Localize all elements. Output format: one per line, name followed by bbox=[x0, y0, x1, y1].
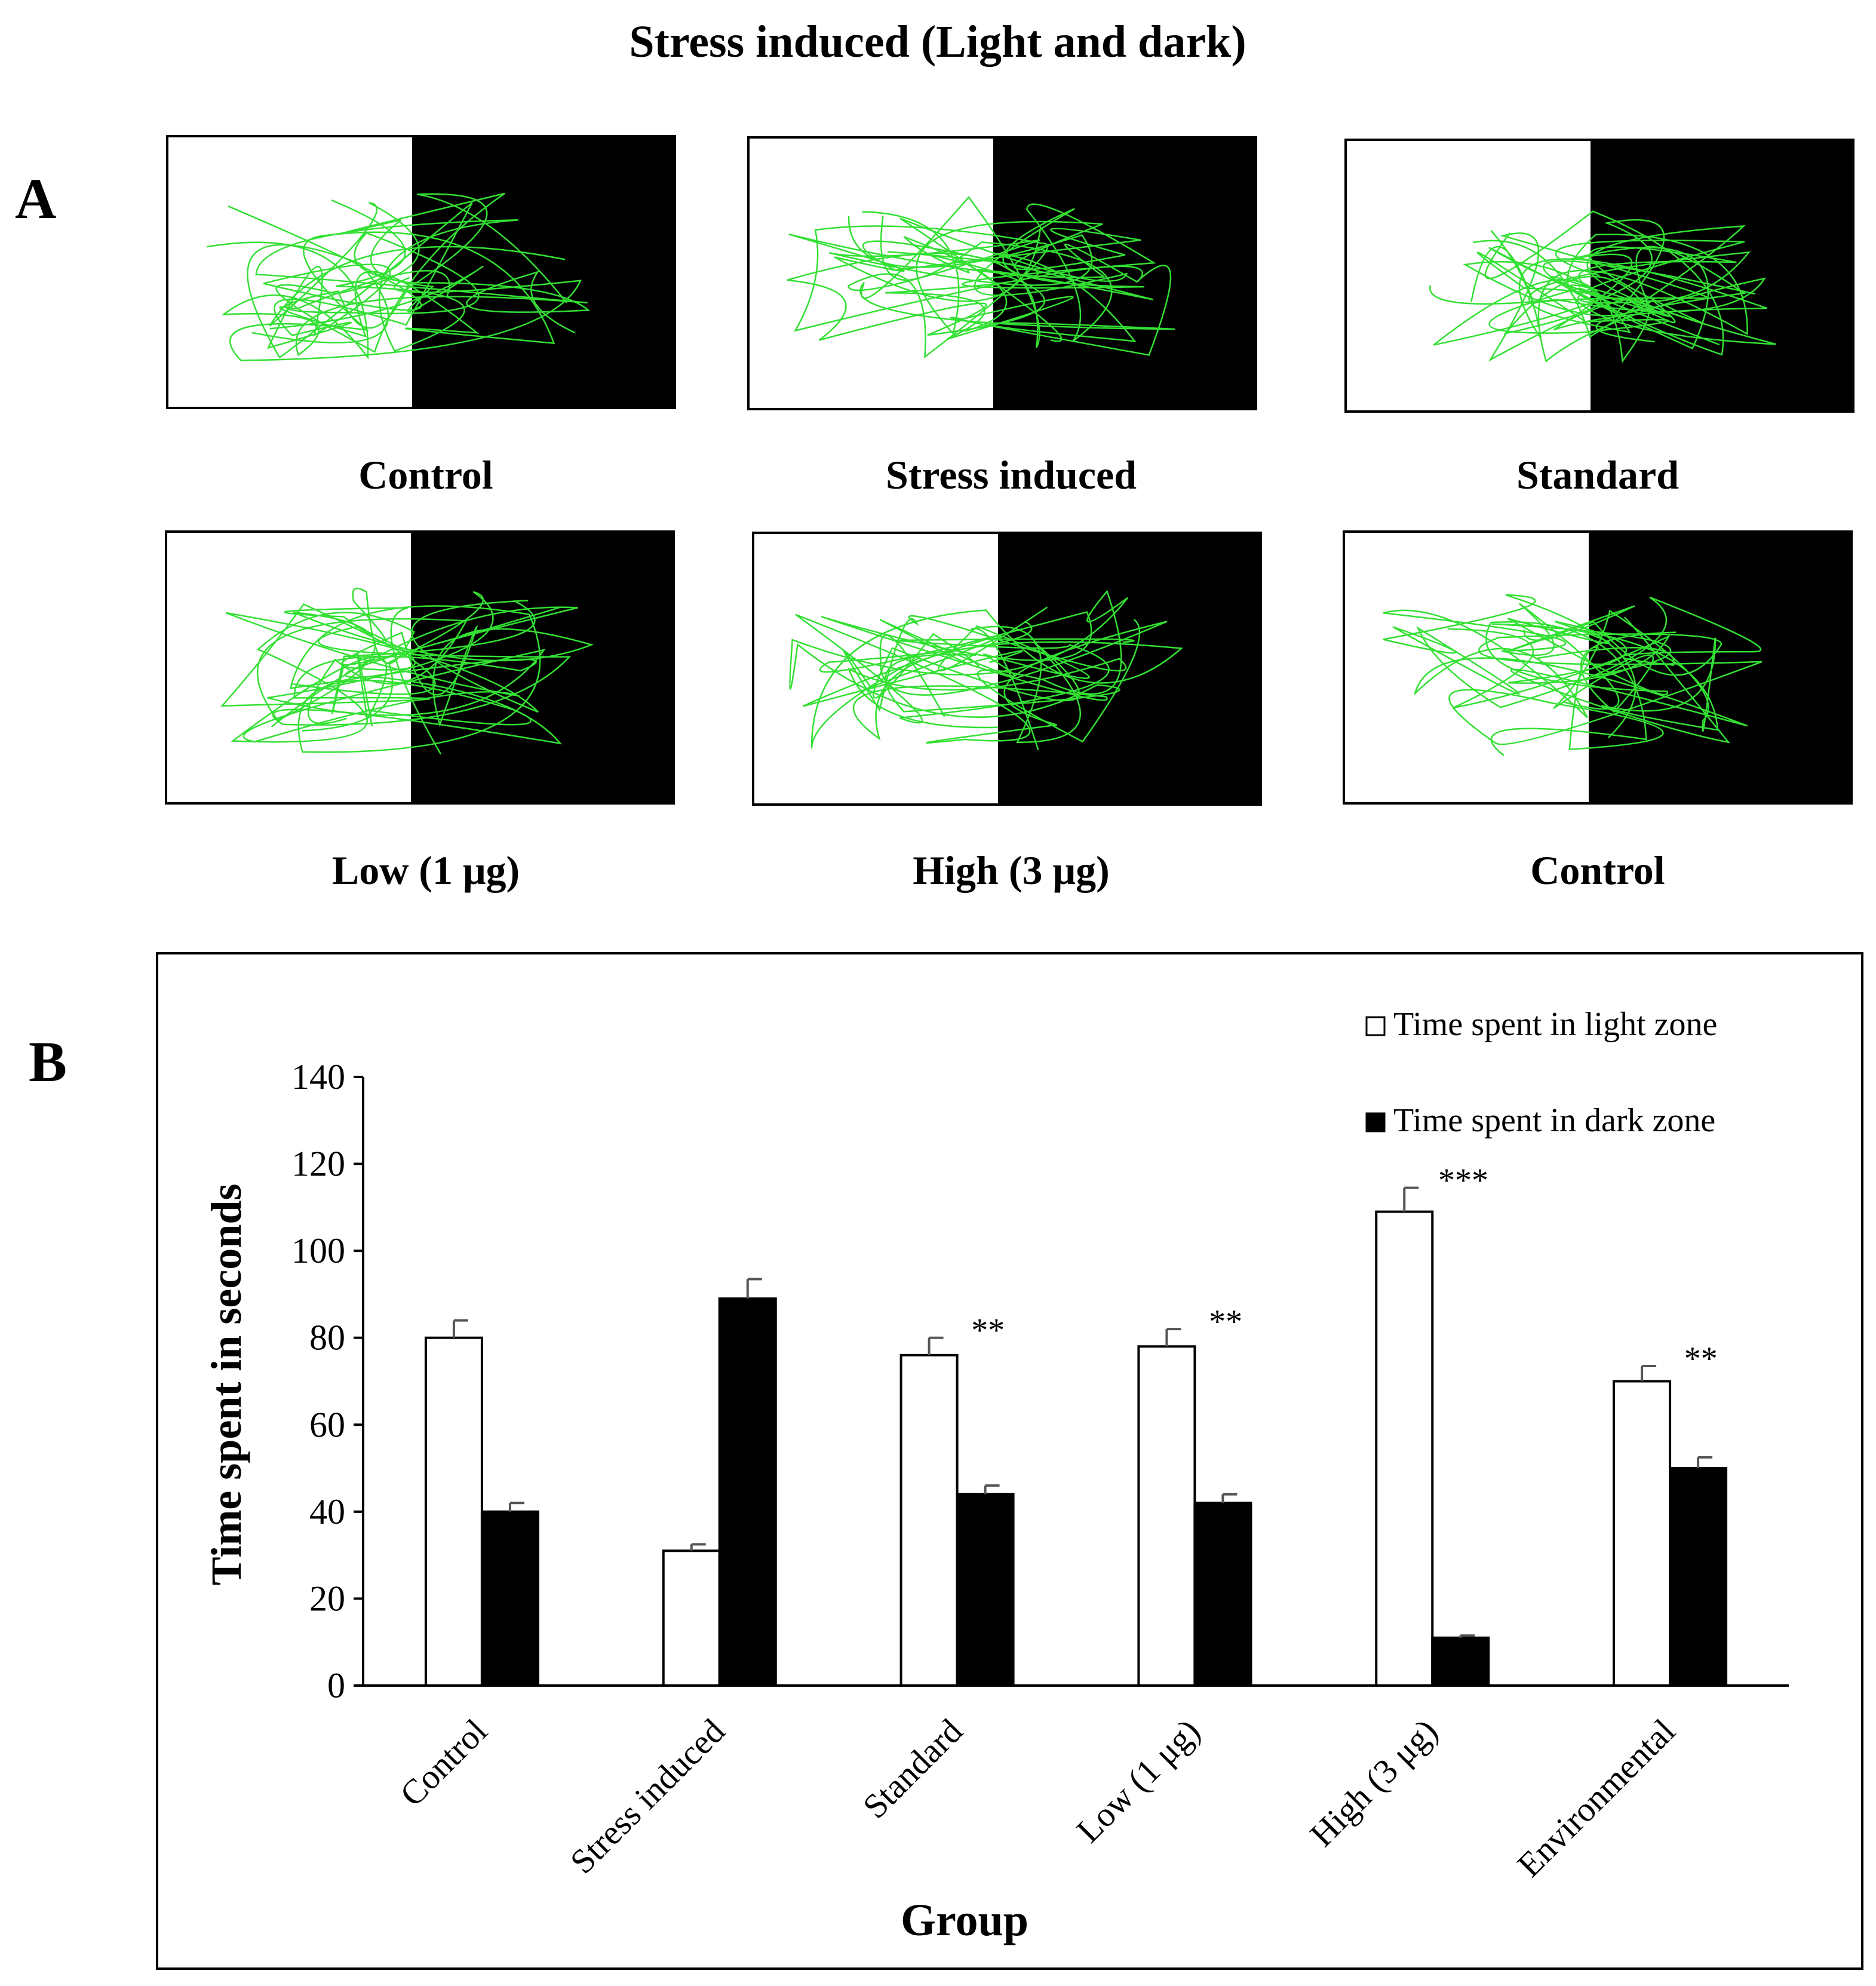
track-path bbox=[1383, 594, 1762, 739]
thumbnail-control-2: Control bbox=[1343, 530, 1853, 893]
x-tick-label: High (3 μg) bbox=[1303, 1711, 1445, 1854]
track-path bbox=[1448, 618, 1671, 756]
movement-track bbox=[206, 192, 591, 361]
bar-light-zone bbox=[1375, 1210, 1434, 1687]
x-tick-label: Low (1 μg) bbox=[1069, 1711, 1208, 1850]
track-path bbox=[220, 603, 541, 753]
y-tick-label: 100 bbox=[291, 1231, 345, 1270]
x-tick-label: Environmental bbox=[1510, 1711, 1683, 1884]
legend-label-dark: Time spent in dark zone bbox=[1393, 1102, 1715, 1139]
light-zone bbox=[1344, 139, 1593, 413]
bar-dark-zone bbox=[956, 1493, 1015, 1687]
thumbnail-standard: Standard bbox=[1344, 139, 1854, 498]
movement-track bbox=[789, 590, 1184, 750]
thumbnail-label: Low (1 μg) bbox=[332, 848, 520, 893]
track-path bbox=[795, 613, 1168, 744]
y-tick-label: 60 bbox=[309, 1405, 345, 1444]
x-tick-label: Standard bbox=[855, 1711, 970, 1826]
thumbnail-low: Low (1 μg) bbox=[165, 530, 675, 893]
track-path bbox=[802, 615, 1127, 729]
x-tick-label: Control bbox=[392, 1711, 495, 1813]
track-path bbox=[880, 203, 1156, 342]
track-path bbox=[229, 231, 582, 361]
y-tick-label: 80 bbox=[309, 1318, 345, 1358]
significance-label: ** bbox=[1684, 1340, 1718, 1377]
x-axis-label: Group bbox=[901, 1895, 1028, 1945]
thumbnail-stress-induced: Stress induced bbox=[747, 136, 1257, 498]
thumbnail-label: Control bbox=[1530, 848, 1665, 893]
track-path bbox=[269, 192, 566, 353]
figure-title: Stress induced (Light and dark) bbox=[629, 17, 1246, 67]
dark-zone bbox=[1591, 139, 1854, 413]
movement-track bbox=[1383, 594, 1763, 756]
y-axis-label: Time spent in seconds bbox=[202, 1184, 250, 1586]
bar-dark-zone bbox=[1669, 1467, 1728, 1687]
panel-b-letter: B bbox=[29, 1030, 67, 1094]
track-path bbox=[810, 609, 1184, 748]
panel-a-tracking-thumbnails: Control Stress induced Standard Low (1 μ… bbox=[165, 135, 1854, 893]
chart-labels: 0 20 40 60 80 100 120 140 Control Stress induced *… bbox=[291, 1057, 1718, 1884]
track-path bbox=[225, 591, 546, 742]
panel-b-bar-chart: 0 20 40 60 80 100 120 140 Control Stress induced *… bbox=[156, 952, 1863, 1970]
dark-zone bbox=[412, 135, 676, 409]
x-tick-label: Stress induced bbox=[563, 1711, 732, 1881]
bar-light-zone bbox=[1613, 1380, 1672, 1687]
significance-label: ** bbox=[971, 1312, 1005, 1349]
track-path bbox=[1491, 609, 1719, 732]
chart-axes bbox=[354, 1076, 1789, 1687]
dark-zone bbox=[993, 136, 1257, 410]
bar-dark-zone bbox=[1431, 1636, 1490, 1687]
significance-label: ** bbox=[1209, 1303, 1242, 1340]
panel-b-frame bbox=[156, 952, 1863, 1970]
bar-light-zone bbox=[662, 1549, 721, 1687]
significance-label: *** bbox=[1438, 1162, 1488, 1199]
bar-light-zone bbox=[424, 1336, 483, 1687]
y-tick-label: 0 bbox=[327, 1666, 345, 1705]
track-path bbox=[228, 202, 473, 359]
dark-zone bbox=[411, 530, 675, 805]
track-path bbox=[1476, 245, 1746, 343]
chart-bars bbox=[424, 1186, 1728, 1687]
light-zone bbox=[165, 530, 413, 805]
movement-track bbox=[220, 587, 594, 755]
y-tick-label: 140 bbox=[291, 1057, 345, 1097]
bar-dark-zone bbox=[718, 1297, 777, 1687]
track-path bbox=[256, 606, 594, 728]
track-path bbox=[1383, 603, 1748, 744]
y-tick-label: 40 bbox=[309, 1492, 345, 1531]
y-tick-label: 120 bbox=[291, 1144, 345, 1184]
track-path bbox=[794, 216, 1143, 359]
thumbnail-control: Control bbox=[166, 135, 676, 498]
thumbnail-label: Standard bbox=[1516, 452, 1679, 498]
track-path bbox=[789, 590, 1141, 743]
legend-label-light: Time spent in light zone bbox=[1393, 1006, 1717, 1043]
bar-light-zone bbox=[899, 1353, 959, 1687]
track-path bbox=[862, 211, 1154, 335]
legend-swatch-dark bbox=[1365, 1112, 1386, 1132]
track-path bbox=[788, 228, 1172, 356]
track-path bbox=[1448, 605, 1763, 750]
light-zone bbox=[747, 136, 996, 410]
thumbnail-high: High (3 μg) bbox=[752, 532, 1262, 893]
legend-swatch-light bbox=[1365, 1016, 1386, 1036]
thumbnail-label: Stress induced bbox=[886, 452, 1137, 498]
track-path bbox=[1429, 225, 1777, 363]
legend: Time spent in light zone Time spent in d… bbox=[1365, 1006, 1717, 1139]
movement-track bbox=[787, 196, 1175, 359]
movement-track bbox=[1429, 210, 1777, 363]
bar-dark-zone bbox=[480, 1510, 539, 1687]
y-tick-label: 20 bbox=[309, 1579, 345, 1618]
track-path bbox=[285, 193, 591, 334]
thumbnail-label: High (3 μg) bbox=[913, 848, 1109, 893]
track-path bbox=[1490, 230, 1768, 350]
track-path bbox=[1463, 210, 1751, 356]
thumbnail-label: Control bbox=[358, 452, 493, 498]
bar-dark-zone bbox=[1193, 1502, 1252, 1687]
bar-light-zone bbox=[1137, 1345, 1196, 1687]
panel-a-letter: A bbox=[15, 167, 56, 231]
